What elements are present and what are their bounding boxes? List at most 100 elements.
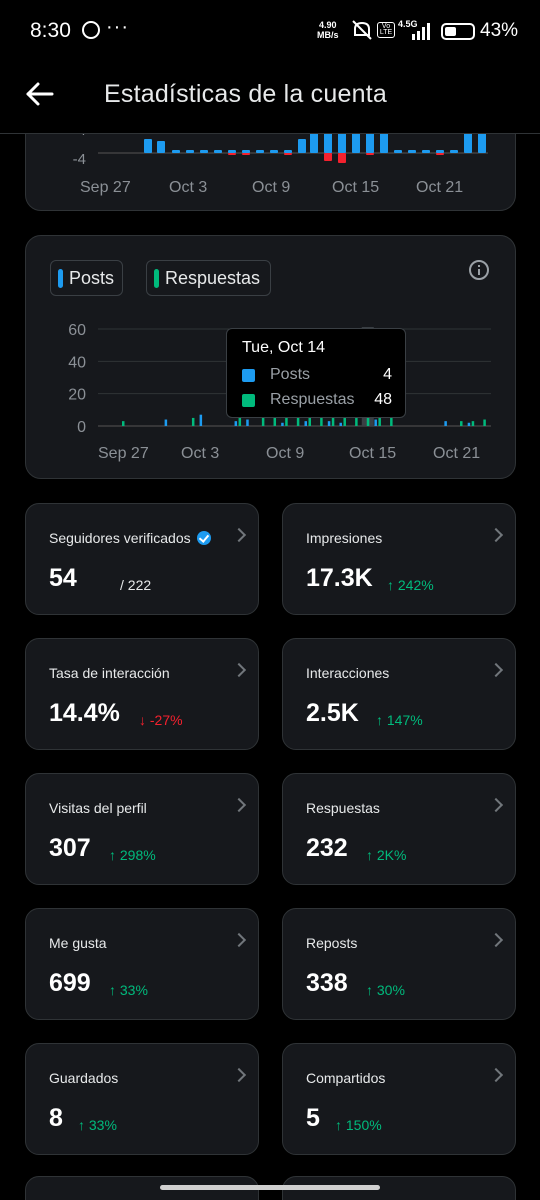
- bar-posts: [327, 421, 331, 426]
- bar-positive: [256, 150, 264, 153]
- network-type: 4.5G: [398, 19, 418, 29]
- tooltip-replies-value: 48: [374, 391, 392, 408]
- metric-change: ↑ 298%: [109, 847, 156, 863]
- chevron-right-icon: [488, 662, 504, 678]
- chevron-right-icon: [488, 797, 504, 813]
- app-header: Estadísticas de la cuenta: [0, 62, 540, 134]
- legend-posts-swatch: [58, 269, 63, 288]
- bar-posts: [339, 422, 342, 426]
- x-tick-label: Sep 27: [98, 445, 149, 462]
- bar-posts: [199, 414, 203, 426]
- metric-value: 2.5K: [306, 699, 359, 727]
- whatsapp-icon: [82, 21, 100, 39]
- bar-positive: [228, 150, 236, 153]
- metric-label: Interacciones: [306, 665, 390, 681]
- legend-replies-button[interactable]: Respuestas: [146, 260, 271, 296]
- bar-replies: [273, 416, 277, 426]
- metric-change: ↓ -27%: [139, 712, 183, 728]
- bar-replies: [343, 413, 346, 426]
- bar-negative: [284, 153, 292, 155]
- bar-replies: [471, 421, 475, 426]
- x-tick-label: Oct 21: [433, 445, 480, 462]
- chevron-right-icon: [231, 932, 247, 948]
- bar-replies: [308, 413, 311, 426]
- bar-negative: [324, 153, 332, 161]
- metric-label-text: Seguidores verificados: [49, 530, 191, 546]
- metric-card-reposts[interactable]: Reposts 338 ↑ 30%: [282, 908, 516, 1020]
- info-icon[interactable]: [469, 260, 489, 280]
- network-speed-value: 4.90: [318, 20, 337, 30]
- bar-positive: [422, 150, 430, 153]
- metric-card-engagement-rate[interactable]: Tasa de interacción 14.4% ↓ -27%: [25, 638, 259, 750]
- tooltip-posts-value: 4: [383, 366, 392, 383]
- bar-positive: [214, 150, 222, 153]
- metric-card-bookmarks[interactable]: Guardados 8 ↑ 33%: [25, 1043, 259, 1155]
- metric-change: ↑ 242%: [387, 577, 434, 593]
- status-time: 8:30: [30, 19, 71, 42]
- bar-positive: [366, 133, 374, 153]
- bar-positive: [200, 150, 208, 153]
- bar-replies: [460, 421, 463, 426]
- x-tick-label: Oct 3: [181, 445, 219, 462]
- y-tick-label: 60: [68, 322, 86, 339]
- metric-total: / 222: [120, 577, 152, 593]
- bar-posts: [374, 419, 377, 426]
- bar-positive: [436, 150, 444, 153]
- bar-positive: [144, 139, 152, 153]
- tooltip-posts-label: Posts: [270, 366, 311, 383]
- metric-label: Guardados: [49, 1070, 119, 1086]
- tooltip-row-posts: Posts 4: [242, 366, 392, 386]
- metric-card-replies[interactable]: Respuestas 232 ↑ 2K%: [282, 773, 516, 885]
- bar-negative: [338, 153, 346, 163]
- metric-change: ↑ 30%: [366, 982, 405, 998]
- chevron-right-icon: [231, 1067, 247, 1083]
- bar-positive: [310, 133, 318, 153]
- battery-fill: [445, 27, 457, 36]
- tooltip-row-replies: Respuestas 48: [242, 391, 392, 411]
- network-speed: 4.90 MB/s: [317, 20, 339, 40]
- metric-value: 338: [306, 969, 348, 997]
- metric-card-shares[interactable]: Compartidos 5 ↑ 150%: [282, 1043, 516, 1155]
- bar-replies: [261, 413, 265, 426]
- volte-icon: Vo LTE: [377, 22, 395, 38]
- x-tick-label: Oct 15: [349, 445, 396, 462]
- legend-posts-button[interactable]: Posts: [50, 260, 123, 296]
- metric-label: Me gusta: [49, 935, 107, 951]
- chevron-right-icon: [488, 527, 504, 543]
- more-notifications-icon: ···: [106, 16, 129, 38]
- metric-value: 54: [49, 564, 77, 592]
- metric-card-verified-followers[interactable]: Seguidores verificados 54 / 222: [25, 503, 259, 615]
- bar-negative: [228, 153, 236, 155]
- bar-positive: [464, 133, 472, 153]
- y-tick-label: 0: [77, 419, 86, 436]
- metric-card-impressions[interactable]: Impresiones 17.3K ↑ 242%: [282, 503, 516, 615]
- gesture-nav-bar[interactable]: [160, 1185, 380, 1190]
- x-tick-label: Oct 9: [266, 445, 304, 462]
- bar-positive: [284, 150, 292, 153]
- metric-label: Respuestas: [306, 800, 380, 816]
- metric-value: 232: [306, 834, 348, 862]
- metric-change: ↑ 147%: [376, 712, 423, 728]
- metric-card-likes[interactable]: Me gusta 699 ↑ 33%: [25, 908, 259, 1020]
- metric-card-engagements[interactable]: Interacciones 2.5K ↑ 147%: [282, 638, 516, 750]
- bar-positive: [298, 139, 306, 153]
- metric-value: 8: [49, 1104, 63, 1132]
- x-tick-label: Sep 27: [80, 179, 131, 196]
- chevron-right-icon: [231, 527, 247, 543]
- mute-icon: [352, 20, 372, 40]
- bar-replies: [378, 413, 381, 426]
- x-tick-label: Oct 9: [252, 179, 290, 196]
- bar-posts: [281, 422, 284, 426]
- status-bar: 8:30 ··· 4.90 MB/s Vo LTE 4.5G 43%: [0, 0, 540, 62]
- bar-positive: [478, 131, 486, 153]
- bar-positive: [394, 150, 402, 153]
- arrow-left-icon[interactable]: [22, 76, 58, 112]
- bar-posts: [467, 422, 471, 426]
- legend-posts-label: Posts: [69, 268, 115, 288]
- metric-value: 699: [49, 969, 91, 997]
- bar-positive: [450, 150, 458, 153]
- x-tick-label: Oct 21: [416, 179, 463, 196]
- metric-card-profile-visits[interactable]: Visitas del perfil 307 ↑ 298%: [25, 773, 259, 885]
- bar-posts: [246, 419, 249, 426]
- metric-label: Seguidores verificados: [49, 530, 211, 546]
